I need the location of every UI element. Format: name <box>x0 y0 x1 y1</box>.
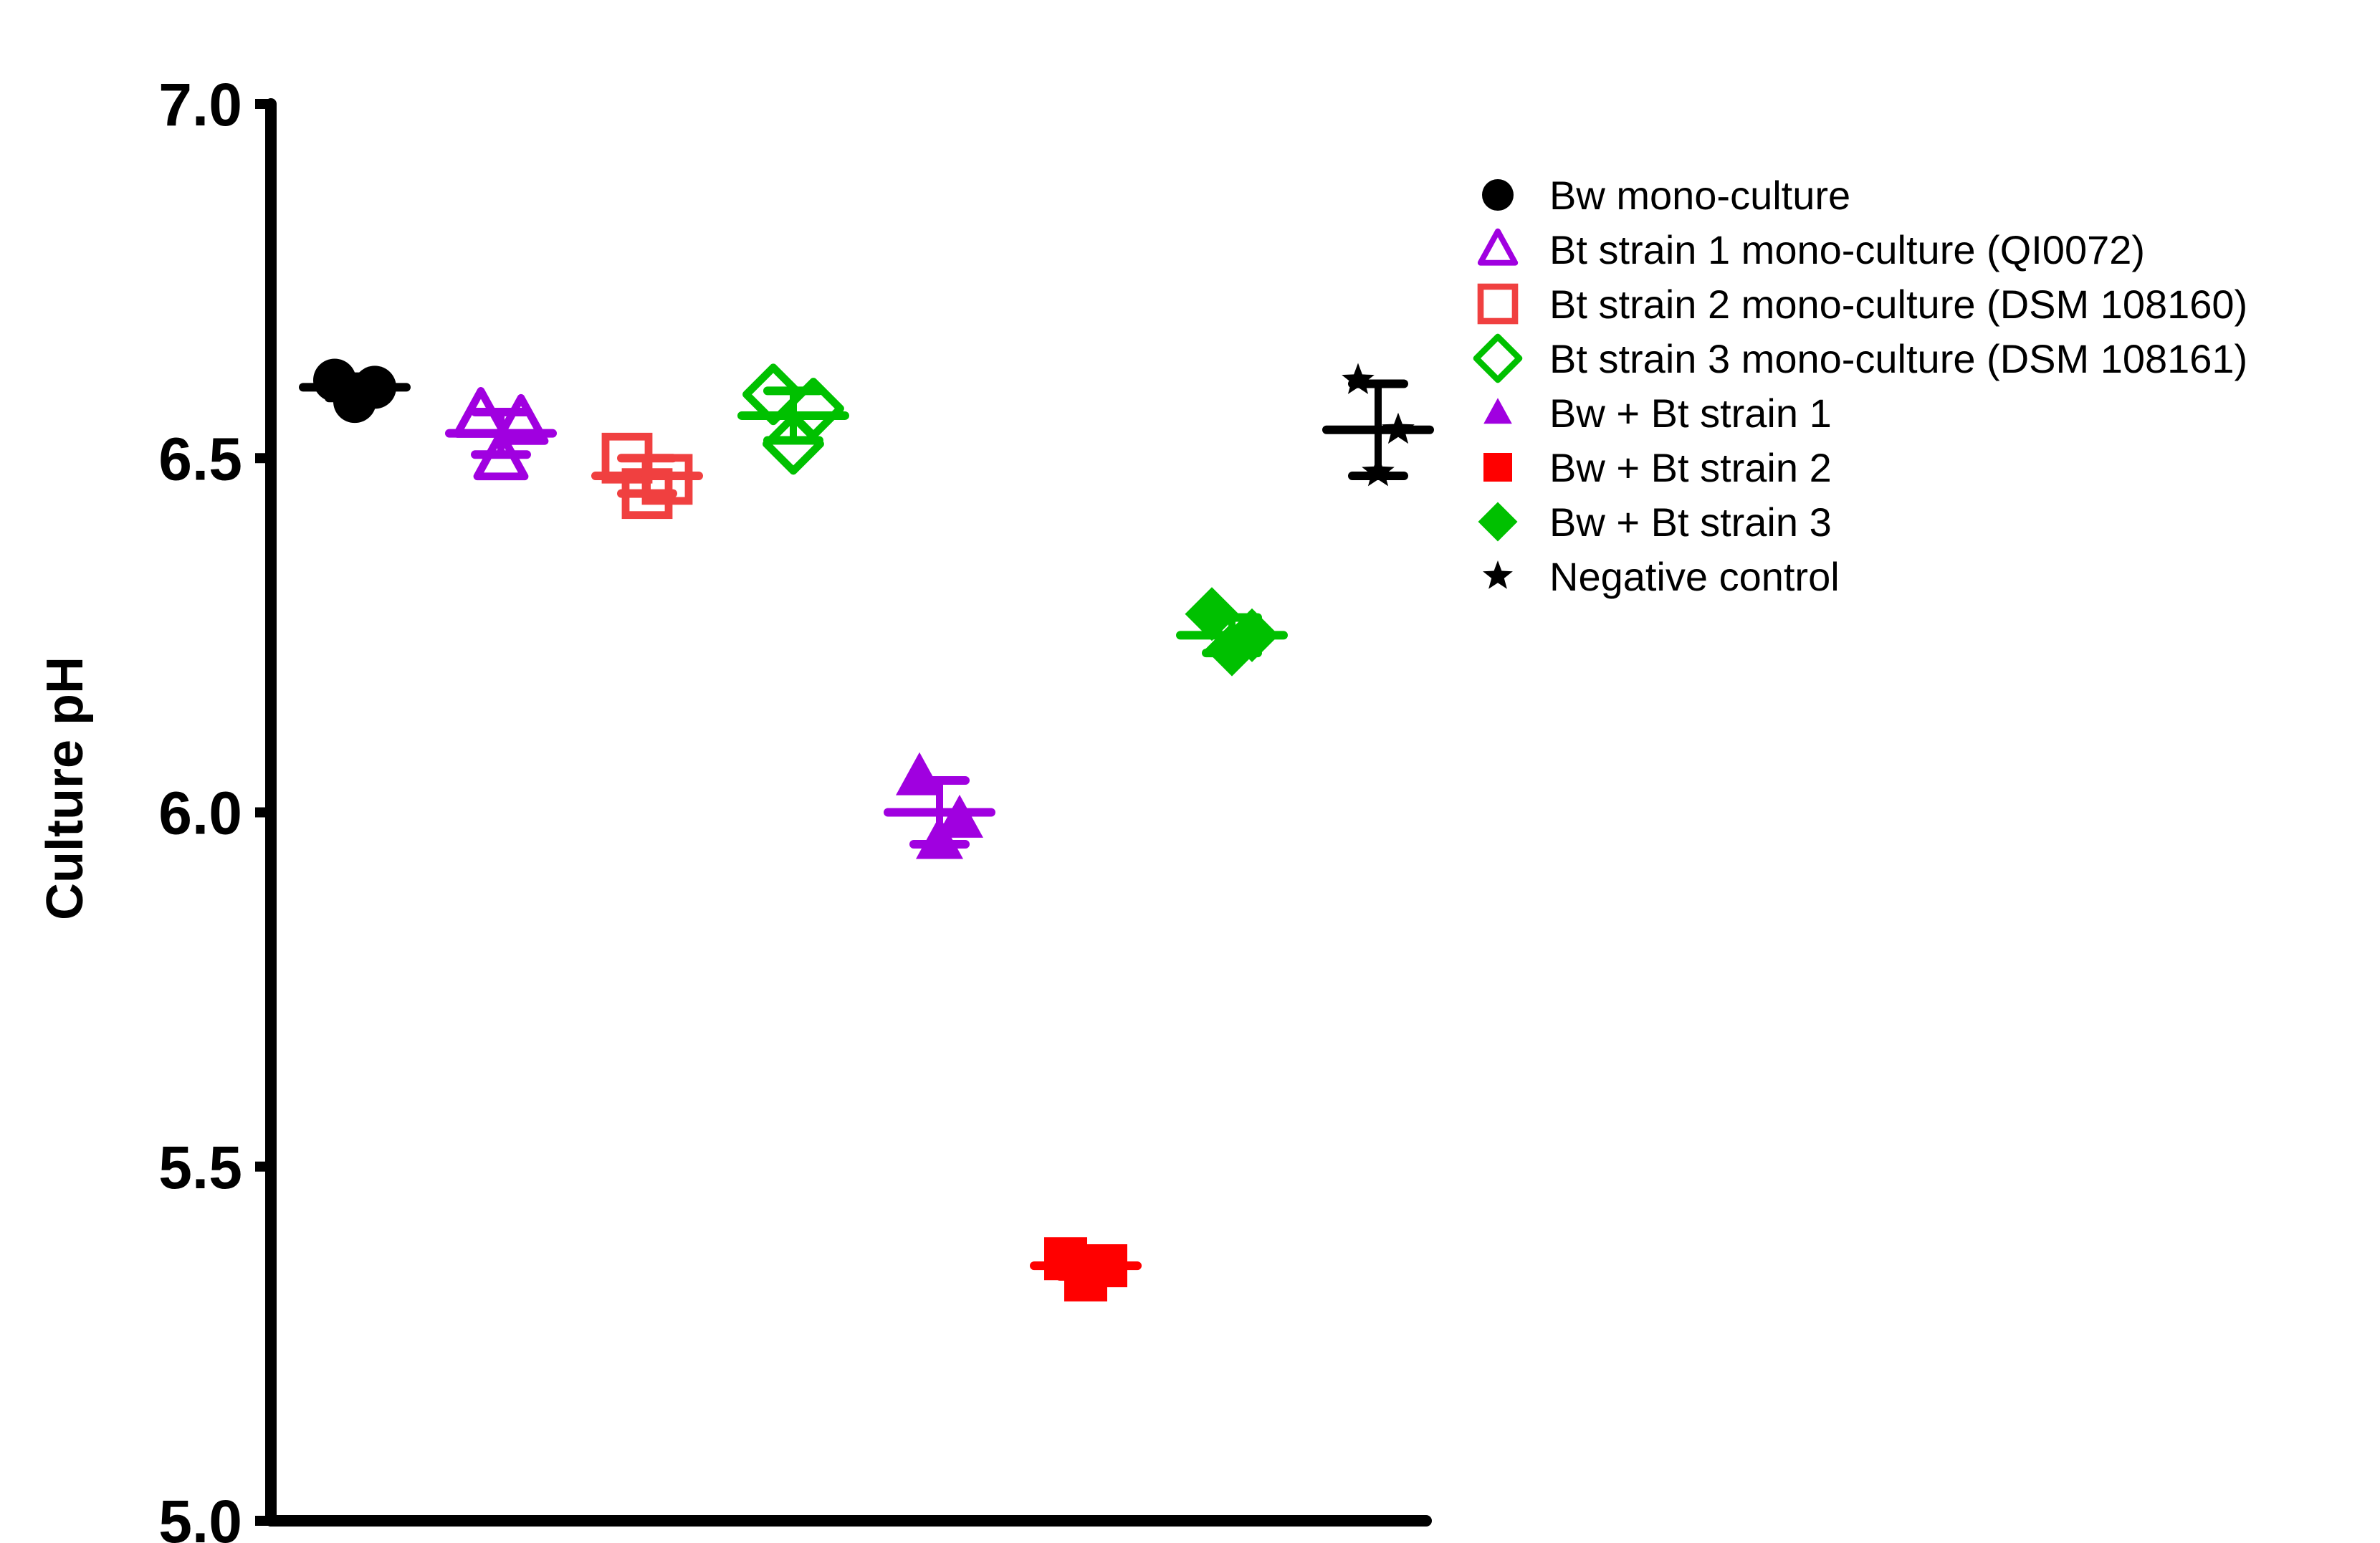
data-point <box>473 429 529 481</box>
data-point <box>1084 1244 1127 1288</box>
legend-marker <box>1483 560 1513 589</box>
y-tick-label: 7.0 <box>158 71 242 138</box>
legend-item: Bt strain 2 mono-culture (DSM 108160) <box>1477 282 2247 327</box>
series-2 <box>445 387 557 481</box>
data-point <box>453 387 509 438</box>
series-6 <box>1030 1237 1142 1301</box>
legend-label: Bt strain 1 mono-culture (QI0072) <box>1549 227 2145 272</box>
data-point <box>1342 363 1375 394</box>
series-8 <box>1322 363 1434 487</box>
legend-label: Bw + Bt strain 2 <box>1549 445 1832 490</box>
series-5 <box>884 752 995 859</box>
y-axis-label: Culture pH <box>37 656 94 920</box>
data-point <box>896 752 943 796</box>
series-4 <box>737 363 849 475</box>
legend-marker <box>1478 502 1518 542</box>
legend-item: Negative control <box>1483 554 1840 599</box>
series-1 <box>299 358 411 424</box>
legend-item: Bt strain 1 mono-culture (QI0072) <box>1477 227 2145 272</box>
y-tick-label: 6.5 <box>158 425 242 492</box>
legend-marker <box>1477 283 1519 325</box>
legend-item: Bw + Bt strain 3 <box>1478 500 1832 545</box>
legend-item: Bw + Bt strain 1 <box>1483 391 1832 436</box>
data-point <box>641 454 693 505</box>
legend-label: Bt strain 3 mono-culture (DSM 108161) <box>1549 336 2247 381</box>
legend-marker <box>1483 398 1512 424</box>
legend-item: Bw mono-culture <box>1482 173 1850 218</box>
y-tick-label: 5.0 <box>158 1488 242 1543</box>
y-tick-label: 6.0 <box>158 780 242 847</box>
legend-marker <box>1477 228 1519 266</box>
legend-marker <box>1483 453 1512 482</box>
legend-label: Negative control <box>1549 554 1840 599</box>
series-7 <box>1176 587 1288 677</box>
data-point <box>1362 455 1395 487</box>
legend-label: Bw + Bt strain 3 <box>1549 500 1832 545</box>
legend-item: Bt strain 3 mono-culture (DSM 108161) <box>1473 333 2247 383</box>
legend-marker <box>1482 179 1514 211</box>
legend-label: Bw mono-culture <box>1549 173 1850 218</box>
data-point <box>1185 587 1239 641</box>
data-point <box>493 393 549 445</box>
data-point <box>1225 608 1279 662</box>
data-point <box>742 363 804 426</box>
legend-item: Bw + Bt strain 2 <box>1483 445 1832 490</box>
axes: 5.0 5.5 6.0 6.5 7.0 <box>158 71 1432 1543</box>
data-point <box>936 794 983 838</box>
legend-label: Bw + Bt strain 1 <box>1549 391 1832 436</box>
legend-label: Bt strain 2 mono-culture (DSM 108160) <box>1549 282 2247 327</box>
legend-marker <box>1473 333 1523 383</box>
series-3 <box>591 432 703 520</box>
legend: Bw mono-culture Bt strain 1 mono-culture … <box>1473 173 2247 599</box>
plot-area <box>299 358 1434 1301</box>
y-tick-label: 5.5 <box>158 1134 242 1201</box>
data-point <box>353 366 396 409</box>
data-point <box>1382 412 1415 444</box>
data-point <box>783 378 844 439</box>
